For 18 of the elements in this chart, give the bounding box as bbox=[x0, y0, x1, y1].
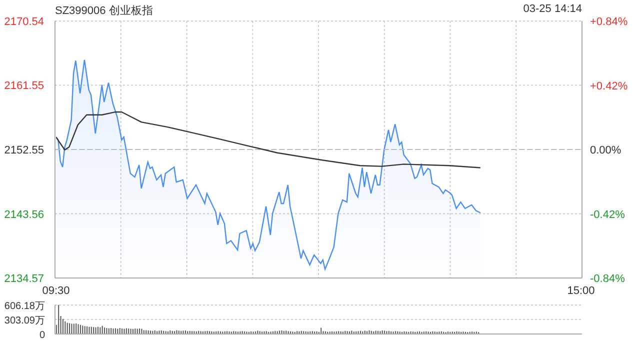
y-tick-label: 2134.57 bbox=[4, 273, 44, 285]
y2-tick-label: +0.42% bbox=[590, 80, 628, 92]
x-tick-label: 15:00 bbox=[567, 284, 595, 297]
x-tick-label: 09:30 bbox=[42, 284, 70, 297]
line-series bbox=[56, 111, 481, 168]
chart-title: SZ399006 创业板指 bbox=[55, 4, 153, 18]
y-tick-label: 2143.56 bbox=[4, 208, 44, 221]
text: 03-25 14:14 bbox=[523, 3, 582, 15]
y-tick-label: 0 bbox=[39, 330, 46, 341]
y-tick-label: 303.09万 bbox=[4, 316, 45, 326]
y2-tick-label: -0.84% bbox=[590, 273, 626, 285]
y2-tick-label: 0.00% bbox=[590, 144, 622, 156]
y2-tick-label: -0.42% bbox=[590, 208, 626, 221]
y-tick-label: 606.18万 bbox=[4, 301, 45, 312]
y-tick-label: 2170.54 bbox=[4, 16, 44, 28]
y2-tick-label: +0.84% bbox=[590, 16, 628, 28]
y-tick-label: 2152.55 bbox=[4, 144, 44, 157]
y-tick-label: 2161.55 bbox=[4, 80, 44, 92]
